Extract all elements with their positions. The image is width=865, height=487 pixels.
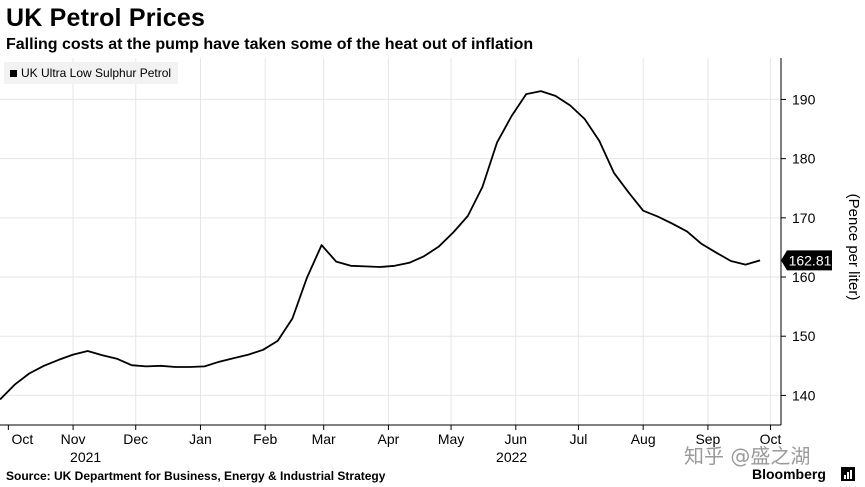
watermark: 知乎 @盛之湖 — [684, 444, 811, 468]
source-note: Source: UK Department for Business, Ener… — [6, 469, 386, 483]
x-tick-label: Aug — [631, 431, 656, 447]
x-tick-label: Oct — [11, 431, 33, 447]
y-tick-label: 140 — [792, 387, 816, 403]
series-line — [0, 90, 761, 401]
x-tick-label: May — [438, 431, 464, 447]
x-tick-label: Jan — [189, 431, 212, 447]
x-tick-label: Oct — [760, 431, 782, 447]
x-tick-label: Nov — [61, 431, 86, 447]
x-tick-label: Apr — [378, 431, 400, 447]
y-tick-label: 160 — [792, 269, 816, 285]
legend: UK Ultra Low Sulphur Petrol — [4, 62, 179, 84]
x-tick-label: Feb — [253, 431, 277, 447]
bloomberg-logo: Bloomberg — [752, 466, 826, 482]
y-tick-label: 190 — [792, 91, 816, 107]
x-tick-label: Jul — [569, 431, 587, 447]
y-axis-title: (Pence per liter) — [845, 194, 862, 301]
x-tick-label: Dec — [123, 431, 148, 447]
x-tick-label: Mar — [312, 431, 336, 447]
x-tick-label: Jun — [505, 431, 528, 447]
legend-swatch — [10, 69, 17, 77]
y-tick-label: 180 — [792, 151, 816, 167]
last-value-label: 162.81 — [789, 252, 832, 268]
chart-subtitle: Falling costs at the pump have taken som… — [6, 36, 534, 53]
year-label: 2021 — [70, 449, 101, 465]
y-tick-label: 150 — [792, 328, 816, 344]
legend-label: UK Ultra Low Sulphur Petrol — [21, 66, 172, 80]
x-tick-label: Sep — [695, 431, 720, 447]
last-value-badge — [781, 250, 832, 271]
bloomberg-mark-icon — [841, 467, 855, 481]
year-label: 2022 — [496, 449, 527, 465]
y-tick-label: 170 — [792, 210, 816, 226]
chart-title: UK Petrol Prices — [6, 4, 206, 32]
